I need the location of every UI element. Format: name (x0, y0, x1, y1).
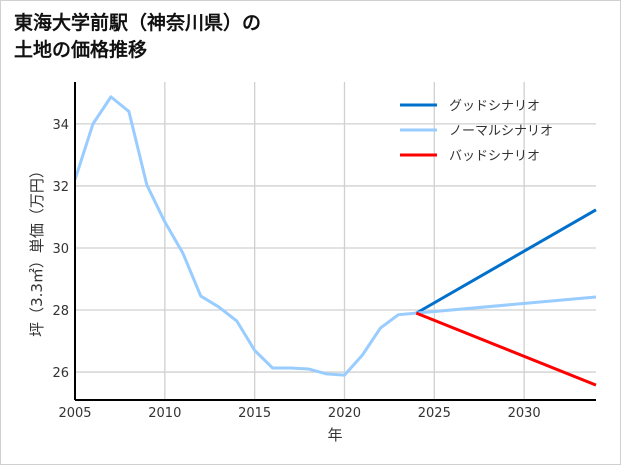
y-tick-label: 28 (52, 304, 69, 319)
series-line-1 (416, 295, 597, 315)
x-tick-label: 2015 (238, 406, 271, 421)
x-axis-label: 年 (327, 426, 342, 444)
y-tick-label: 32 (52, 180, 69, 195)
title-line-1: 東海大学前駅（神奈川県）の (14, 12, 262, 34)
x-tick-label: 2030 (508, 406, 541, 421)
y-tick-label: 34 (52, 118, 69, 133)
legend-label-2: バッドシナリオ (449, 149, 540, 164)
y-tick-label: 26 (52, 366, 69, 381)
chart-title: 東海大学前駅（神奈川県）の 土地の価格推移 (14, 10, 261, 64)
x-tick-label: 2005 (58, 406, 91, 421)
x-tick-label: 2020 (328, 406, 361, 421)
history-line (73, 95, 417, 377)
x-tick-label: 2010 (148, 406, 181, 421)
x-tick-label: 2025 (418, 406, 451, 421)
title-line-2: 土地の価格推移 (14, 39, 148, 61)
series-line-0 (415, 208, 597, 315)
y-tick-label: 30 (52, 242, 69, 257)
legend-label-0: グッドシナリオ (449, 99, 540, 114)
series-line-2 (415, 311, 597, 387)
legend-label-1: ノーマルシナリオ (449, 124, 553, 139)
y-axis-label: 坪（3.3㎡）単価（万円） (28, 163, 46, 337)
